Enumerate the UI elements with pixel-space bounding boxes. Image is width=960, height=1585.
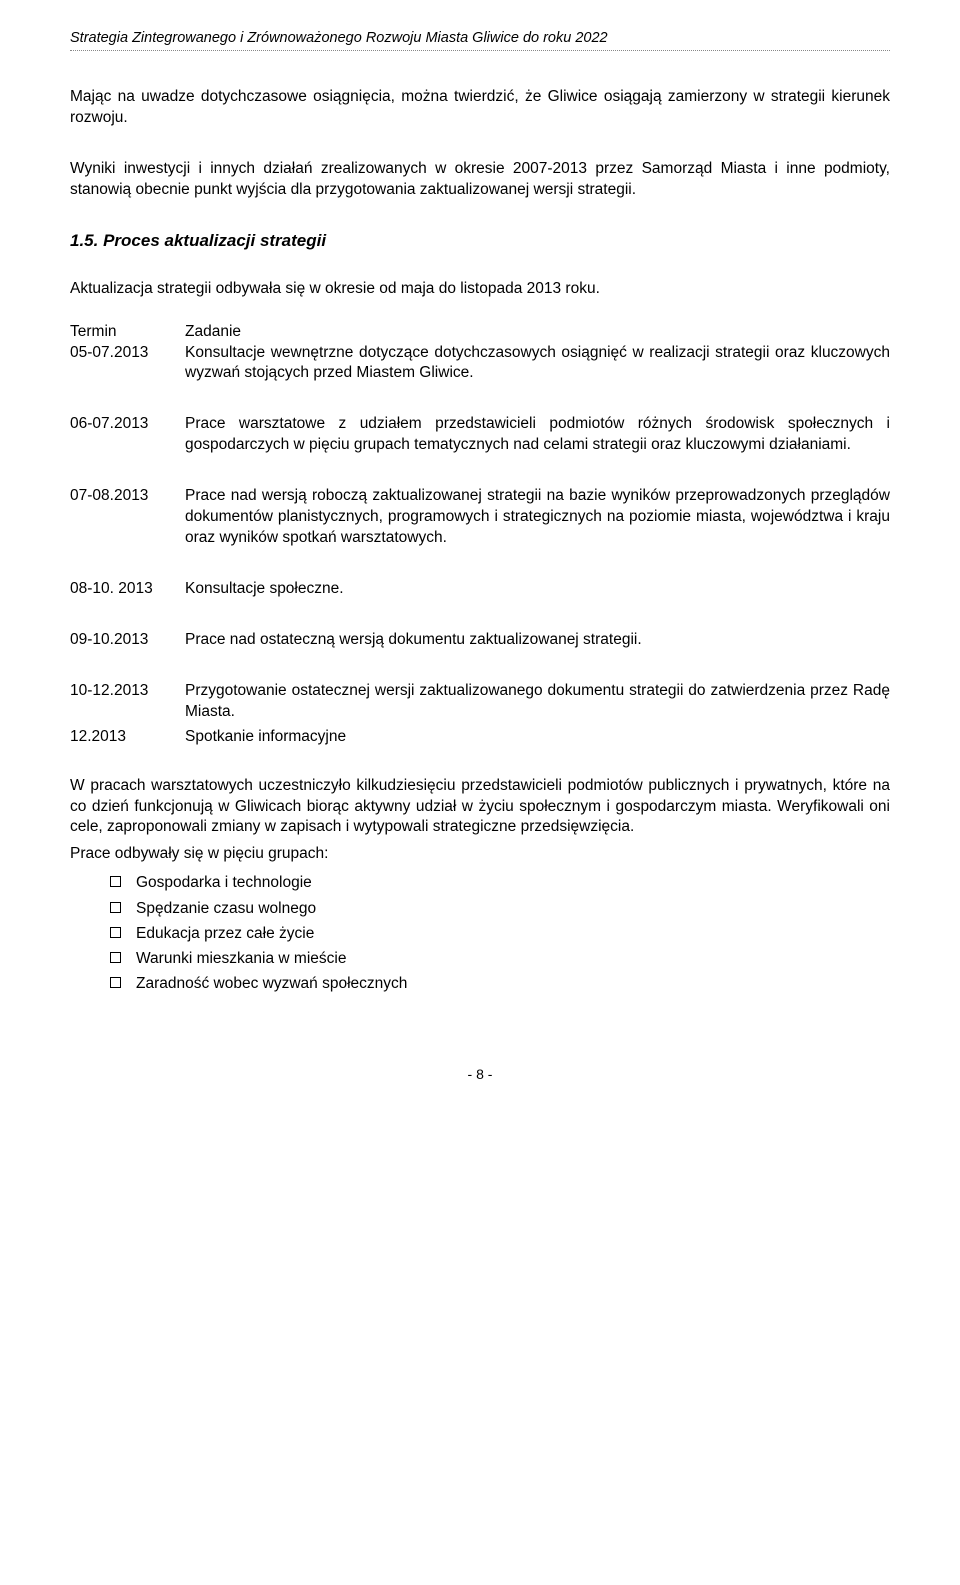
document-header-title: Strategia Zintegrowanego i Zrównoważoneg…: [70, 30, 890, 51]
task-date: 07-08.2013: [70, 486, 185, 549]
tasks-header-task: Zadanie: [185, 322, 890, 343]
task-text: Prace nad ostateczną wersją dokumentu za…: [185, 630, 890, 651]
task-date: 06-07.2013: [70, 414, 185, 456]
group-item: Spędzanie czasu wolnego: [110, 897, 890, 920]
tasks-header-row: Termin Zadanie: [70, 322, 890, 343]
task-text: Prace nad wersją roboczą zaktualizowanej…: [185, 486, 890, 549]
section-lead: Aktualizacja strategii odbywała się w ok…: [70, 279, 890, 300]
group-item: Gospodarka i technologie: [110, 871, 890, 894]
task-row: 08-10. 2013 Konsultacje społeczne.: [70, 579, 890, 600]
task-row: 10-12.2013 Przygotowanie ostatecznej wer…: [70, 681, 890, 723]
task-row: 09-10.2013 Prace nad ostateczną wersją d…: [70, 630, 890, 651]
task-date: 05-07.2013: [70, 343, 185, 385]
groups-intro: Prace odbywały się w pięciu grupach:: [70, 844, 890, 865]
intro-paragraph-1: Mając na uwadze dotychczasowe osiągnięci…: [70, 87, 890, 129]
task-row: 12.2013 Spotkanie informacyjne: [70, 727, 890, 748]
tasks-header-date: Termin: [70, 322, 185, 343]
groups-list: Gospodarka i technologie Spędzanie czasu…: [70, 871, 890, 995]
group-item: Warunki mieszkania w mieście: [110, 947, 890, 970]
task-text: Spotkanie informacyjne: [185, 727, 890, 748]
group-item: Edukacja przez całe życie: [110, 922, 890, 945]
task-date: 10-12.2013: [70, 681, 185, 723]
task-text: Prace warsztatowe z udziałem przedstawic…: [185, 414, 890, 456]
task-row: 06-07.2013 Prace warsztatowe z udziałem …: [70, 414, 890, 456]
page-number: - 8 -: [70, 1066, 890, 1082]
task-row: 07-08.2013 Prace nad wersją roboczą zakt…: [70, 486, 890, 549]
task-text: Konsultacje społeczne.: [185, 579, 890, 600]
intro-paragraph-2: Wyniki inwestycji i innych działań zreal…: [70, 159, 890, 201]
task-date: 12.2013: [70, 727, 185, 748]
workshops-paragraph: W pracach warsztatowych uczestniczyło ki…: [70, 776, 890, 839]
task-date: 09-10.2013: [70, 630, 185, 651]
document-page: Strategia Zintegrowanego i Zrównoważoneg…: [0, 0, 960, 1122]
task-row: 05-07.2013 Konsultacje wewnętrzne dotycz…: [70, 343, 890, 385]
task-date: 08-10. 2013: [70, 579, 185, 600]
section-heading: 1.5. Proces aktualizacji strategii: [70, 231, 890, 251]
group-item: Zaradność wobec wyzwań społecznych: [110, 972, 890, 995]
task-text: Przygotowanie ostatecznej wersji zaktual…: [185, 681, 890, 723]
task-text: Konsultacje wewnętrzne dotyczące dotychc…: [185, 343, 890, 385]
